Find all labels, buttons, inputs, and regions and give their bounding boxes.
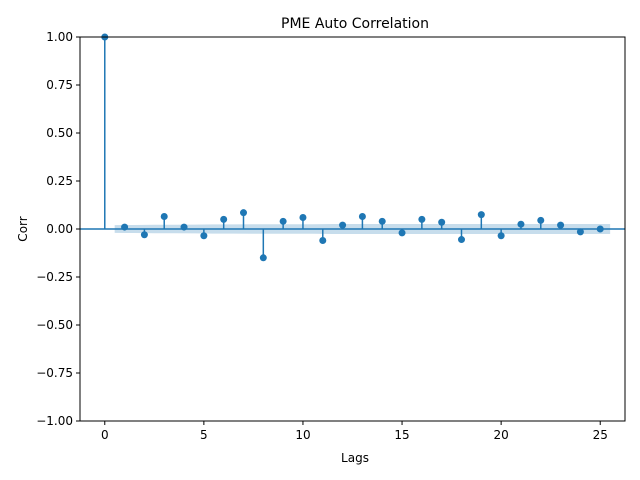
marker-lag-12 (339, 221, 347, 229)
y-tick-label-3: −0.25 (36, 270, 73, 284)
y-tick-label-1: −0.75 (36, 366, 73, 380)
x-tick-label-25: 25 (593, 428, 608, 442)
marker-lag-8 (259, 254, 267, 262)
marker-lag-11 (319, 237, 327, 245)
marker-lag-24 (576, 228, 584, 236)
marker-lag-7 (240, 209, 247, 217)
marker-lag-2 (140, 231, 148, 239)
marker-lag-17 (438, 218, 446, 226)
marker-layer (101, 33, 604, 262)
marker-lag-13 (358, 213, 366, 221)
x-axis-title: Lags (341, 451, 369, 465)
marker-lag-5 (200, 232, 208, 240)
marker-lag-9 (279, 217, 287, 225)
x-tick-label-5: 5 (200, 428, 208, 442)
y-tick-label-0: −1.00 (36, 414, 73, 428)
marker-lag-19 (477, 211, 485, 219)
marker-lag-10 (299, 213, 307, 221)
tick-layer: 0 5 10 15 20 25 −1.00 −0.75 −0.50 −0.25 0.00 0.25 0.… (36, 30, 608, 442)
y-tick-label-4: 0.00 (46, 222, 73, 236)
x-tick-label-20: 20 (493, 428, 508, 442)
marker-lag-15 (398, 229, 406, 237)
marker-lag-20 (497, 232, 505, 240)
marker-lag-25 (596, 225, 604, 233)
marker-lag-21 (517, 220, 525, 228)
marker-lag-18 (458, 236, 465, 244)
y-tick-label-8: 1.00 (46, 30, 73, 44)
marker-lag-1 (121, 223, 129, 231)
y-tick-label-6: 0.50 (46, 126, 73, 140)
marker-lag-14 (378, 217, 386, 225)
y-tick-label-2: −0.50 (36, 318, 73, 332)
x-tick-label-15: 15 (394, 428, 409, 442)
marker-lag-22 (537, 216, 545, 224)
marker-lag-23 (557, 221, 565, 229)
x-tick-label-10: 10 (295, 428, 310, 442)
x-tick-label-0: 0 (101, 428, 109, 442)
marker-lag-16 (418, 215, 426, 223)
marker-lag-3 (160, 213, 168, 221)
y-axis-title: Corr (16, 216, 30, 241)
y-tick-label-7: 0.75 (46, 78, 73, 92)
marker-lag-4 (180, 223, 188, 231)
y-tick-label-5: 0.25 (46, 174, 73, 188)
marker-lag-6 (220, 215, 228, 223)
chart-title: PME Auto Correlation (281, 16, 429, 32)
